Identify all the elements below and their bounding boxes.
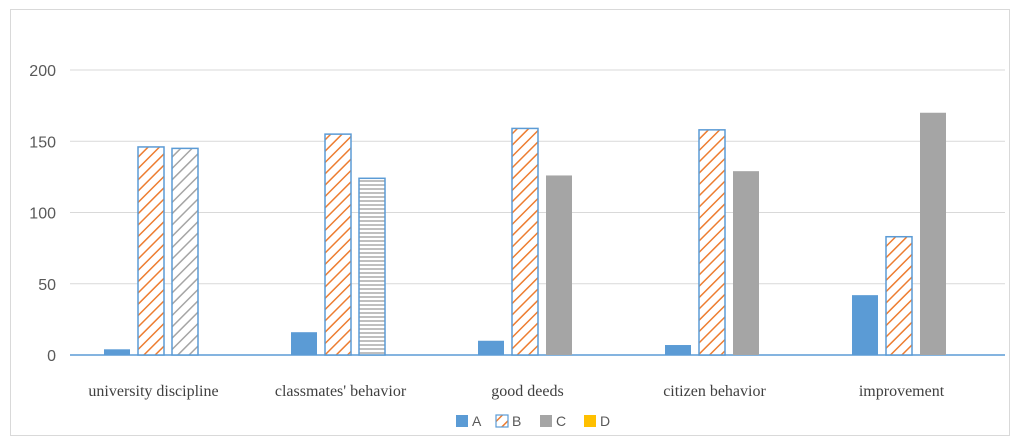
bar-c-0 (171, 147, 199, 356)
bar-a-1 (291, 332, 317, 355)
category-label: university discipline (88, 383, 218, 400)
y-tick-label: 50 (38, 277, 56, 294)
bar-b-1 (324, 133, 352, 356)
legend-label-d: D (600, 413, 610, 429)
category-label: classmates' behavior (275, 383, 407, 400)
bar-c-2 (546, 175, 572, 355)
category-label: improvement (859, 383, 945, 400)
bar-c-4 (920, 112, 946, 355)
y-tick-label: 150 (29, 134, 56, 151)
legend: A B C D (456, 413, 610, 429)
category-label: citizen behavior (663, 383, 766, 400)
bar-a-3 (665, 345, 691, 355)
legend-label-b: B (512, 413, 521, 429)
bar-c-3 (733, 171, 759, 355)
bar-a-2 (478, 340, 504, 355)
legend-swatch-d (584, 415, 596, 427)
legend-swatch-b (495, 414, 509, 428)
bar-b-0 (137, 146, 165, 356)
y-tick-label: 0 (47, 348, 56, 365)
bar-c-1 (358, 177, 386, 356)
y-tick-label: 200 (29, 63, 56, 80)
legend-swatch-a (456, 415, 468, 427)
x-axis-category-labels: university discipline classmates' behavio… (88, 383, 944, 400)
legend-label-a: A (472, 413, 482, 429)
y-axis-tick-labels: 0 50 100 150 200 (29, 63, 56, 365)
bar-b-2 (511, 127, 539, 356)
y-tick-label: 100 (29, 206, 56, 223)
legend-label-c: C (556, 413, 566, 429)
bar-a-0 (104, 349, 130, 355)
bar-a-4 (852, 295, 878, 355)
category-label: good deeds (491, 383, 563, 400)
bar-b-4 (885, 235, 913, 356)
bar-b-3 (698, 129, 726, 356)
legend-swatch-c (540, 415, 552, 427)
bars (104, 112, 946, 356)
